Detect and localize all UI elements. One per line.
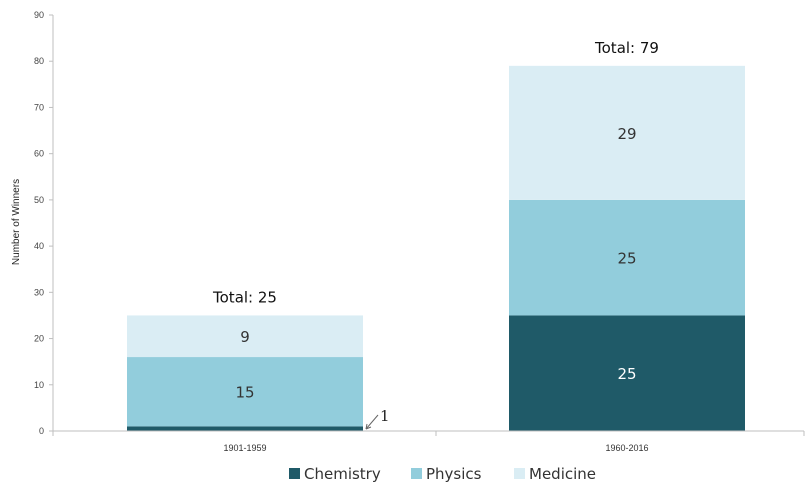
legend-label-chemistry: Chemistry [304, 465, 381, 483]
legend-swatch-physics [411, 468, 422, 479]
annotation-arrowhead [365, 423, 372, 430]
annotation-arrow [365, 414, 379, 430]
bar-segment-medicine-1 [127, 315, 363, 358]
y-tick-label: 40 [34, 241, 44, 251]
legend-swatch-medicine [514, 468, 525, 479]
data-label-physics-1: 15 [235, 384, 254, 402]
bar-segment-chemistry-1 [127, 426, 363, 431]
y-tick-label: 90 [34, 10, 44, 20]
y-axis: 0 10 20 30 40 50 60 70 80 90 [34, 10, 54, 436]
x-tick-label: 1960-2016 [605, 443, 648, 453]
y-tick-label: 30 [34, 287, 44, 297]
y-tick-label: 80 [34, 56, 44, 66]
y-tick-label: 20 [34, 334, 44, 344]
data-label-chemistry-2: 25 [617, 365, 636, 383]
total-label-2: Total: 79 [594, 39, 659, 57]
legend-label-medicine: Medicine [529, 465, 596, 483]
x-tick-label: 1901-1959 [223, 443, 266, 453]
annotation-chemistry-1901: 1 [365, 407, 390, 430]
data-label-physics-2: 25 [617, 250, 636, 268]
y-tick-label: 10 [34, 380, 44, 390]
bar-segment-medicine-2 [509, 65, 745, 200]
y-tick-label: 50 [34, 195, 44, 205]
y-axis-label: Number of Winners [11, 179, 22, 265]
bar-segment-chemistry-2 [509, 315, 745, 431]
data-label-medicine-2: 29 [617, 125, 636, 143]
legend-label-physics: Physics [426, 465, 482, 483]
legend-swatch-chemistry [289, 468, 300, 479]
annotation-label: 1 [380, 407, 390, 425]
y-tick-label: 0 [39, 426, 44, 436]
bar-segment-physics-1 [127, 357, 363, 427]
bar-segment-physics-2 [509, 199, 745, 316]
data-label-medicine-1: 9 [240, 328, 250, 346]
y-tick-label: 60 [34, 149, 44, 159]
total-label-1: Total: 25 [212, 288, 277, 306]
legend: Chemistry Physics Medicine [289, 465, 596, 483]
x-axis: 1901-1959 1960-2016 [52, 430, 805, 453]
y-tick-label: 70 [34, 102, 44, 112]
bars: 15 9 Total: 25 25 25 29 Total: 79 [127, 39, 745, 431]
